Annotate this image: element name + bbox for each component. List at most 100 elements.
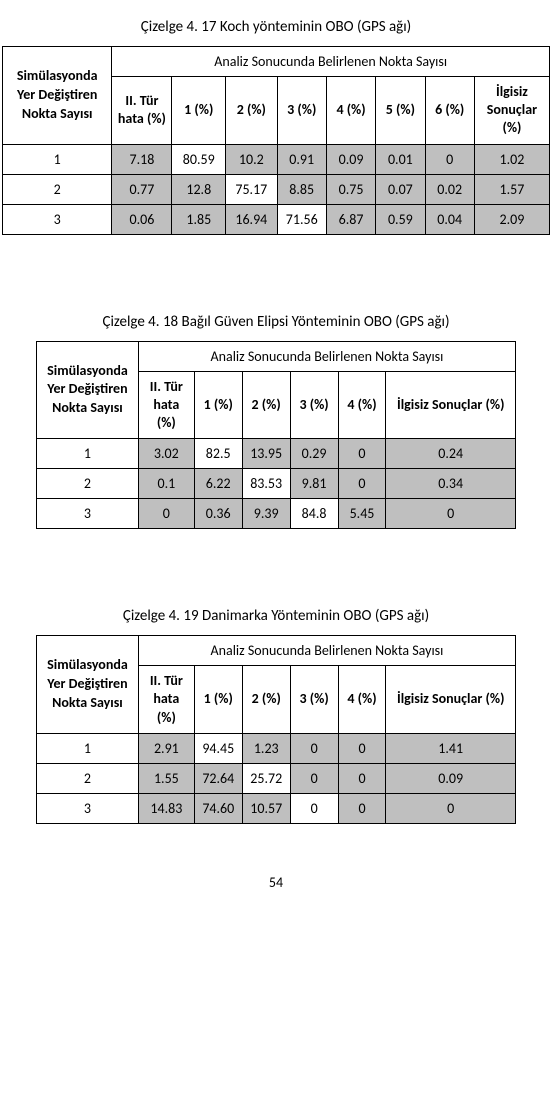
table1-r1-c6: 0.02 [425, 174, 474, 204]
table3-h-c2: 1 (%) [194, 666, 242, 734]
table2-r0-c3: 0.29 [290, 439, 338, 469]
table3-r0-c4: 0 [338, 733, 386, 763]
table2-r0-c1: 82.5 [194, 439, 242, 469]
table3-r0-label: 1 [37, 733, 139, 763]
table1-h-c3: 2 (%) [226, 77, 277, 145]
table1-left-header: Simülasyonda Yer Değiştiren Nokta Sayısı [3, 47, 112, 145]
table2-h-c4: 3 (%) [290, 371, 338, 439]
table3-h-c6: İlgisiz Sonuçlar (%) [386, 666, 516, 734]
table2-r1-c1: 6.22 [194, 469, 242, 499]
table1-r1-c1: 12.8 [172, 174, 226, 204]
table3-r2-c3: 0 [290, 793, 338, 823]
table3-r1-c2: 25.72 [242, 763, 290, 793]
table1-r2-c5: 0.59 [376, 204, 425, 234]
table1-header-row1: Simülasyonda Yer Değiştiren Nokta Sayısı… [3, 47, 550, 77]
table-row: 3 14.83 74.60 10.57 0 0 0 [37, 793, 516, 823]
table-row: 2 1.55 72.64 25.72 0 0 0.09 [37, 763, 516, 793]
table2-r2-c2: 9.39 [242, 499, 290, 529]
table2-r0-c2: 13.95 [242, 439, 290, 469]
table3-r2-c1: 74.60 [194, 793, 242, 823]
table2-h-c6: İlgisiz Sonuçlar (%) [386, 371, 516, 439]
table2-r2-c5: 0 [386, 499, 516, 529]
table1-span-header: Analiz Sonucunda Belirlenen Nokta Sayısı [112, 47, 550, 77]
table2-r1-c2: 83.53 [242, 469, 290, 499]
table2-caption: Çizelge 4. 18 Bağıl Güven Elipsi Yöntemi… [0, 313, 552, 331]
spacer [0, 235, 552, 295]
table-row: 1 2.91 94.45 1.23 0 0 1.41 [37, 733, 516, 763]
table1-r2-c1: 1.85 [172, 204, 226, 234]
table2-r1-label: 2 [37, 469, 139, 499]
table1-r0-c5: 0.01 [376, 144, 425, 174]
table-row: 2 0.77 12.8 75.17 8.85 0.75 0.07 0.02 1.… [3, 174, 550, 204]
table3-r1-c1: 72.64 [194, 763, 242, 793]
page-number: 54 [0, 874, 552, 891]
table2-r0-label: 1 [37, 439, 139, 469]
table3-r0-c1: 94.45 [194, 733, 242, 763]
table2-r2-c1: 0.36 [194, 499, 242, 529]
table1-r2-c4: 6.87 [326, 204, 375, 234]
table1-r2-c7: 2.09 [474, 204, 549, 234]
table1-r1-label: 2 [3, 174, 112, 204]
table1-r0-c1: 80.59 [172, 144, 226, 174]
table-row: 1 7.18 80.59 10.2 0.91 0.09 0.01 0 1.02 [3, 144, 550, 174]
table1-h-c4: 3 (%) [277, 77, 326, 145]
table2-h-c1: II. Tür hata (%) [138, 371, 194, 439]
table2-h-c2: 1 (%) [194, 371, 242, 439]
table1-r1-c3: 8.85 [277, 174, 326, 204]
page: Çizelge 4. 17 Koch yönteminin OBO (GPS a… [0, 18, 552, 891]
table1-r0-c3: 0.91 [277, 144, 326, 174]
table-row: 1 3.02 82.5 13.95 0.29 0 0.24 [37, 439, 516, 469]
table3-r0-c5: 1.41 [386, 733, 516, 763]
table3-r2-c0: 14.83 [138, 793, 194, 823]
table3-caption: Çizelge 4. 19 Danimarka Yönteminin OBO (… [0, 607, 552, 625]
table2-h-c3: 2 (%) [242, 371, 290, 439]
table1-caption: Çizelge 4. 17 Koch yönteminin OBO (GPS a… [0, 18, 552, 36]
table1-h-c6: 5 (%) [376, 77, 425, 145]
table2-r1-c4: 0 [338, 469, 386, 499]
table3-r1-c5: 0.09 [386, 763, 516, 793]
table2-r2-c0: 0 [138, 499, 194, 529]
table3-r0-c0: 2.91 [138, 733, 194, 763]
table2: Simülasyonda Yer Değiştiren Nokta Sayısı… [36, 341, 516, 530]
table1-h-c1: II. Tür hata (%) [112, 77, 172, 145]
table3-h-c1: II. Tür hata (%) [138, 666, 194, 734]
table3-r1-c4: 0 [338, 763, 386, 793]
spacer [0, 529, 552, 589]
table1-h-c2: 1 (%) [172, 77, 226, 145]
table1-r0-label: 1 [3, 144, 112, 174]
table2-h-c5: 4 (%) [338, 371, 386, 439]
table3-header-row1: Simülasyonda Yer Değiştiren Nokta Sayısı… [37, 636, 516, 666]
table1-r2-c3: 71.56 [277, 204, 326, 234]
table2-r0-c0: 3.02 [138, 439, 194, 469]
table1-r1-c0: 0.77 [112, 174, 172, 204]
table3-span-header: Analiz Sonucunda Belirlenen Nokta Sayısı [138, 636, 515, 666]
table1-r1-c2: 75.17 [226, 174, 277, 204]
table1-r0-c2: 10.2 [226, 144, 277, 174]
table3-r1-label: 2 [37, 763, 139, 793]
table-row: 3 0.06 1.85 16.94 71.56 6.87 0.59 0.04 2… [3, 204, 550, 234]
table3-r1-c0: 1.55 [138, 763, 194, 793]
table3-r2-c4: 0 [338, 793, 386, 823]
table2-r1-c3: 9.81 [290, 469, 338, 499]
table2-span-header: Analiz Sonucunda Belirlenen Nokta Sayısı [138, 341, 515, 371]
table3-r0-c2: 1.23 [242, 733, 290, 763]
table1-r0-c4: 0.09 [326, 144, 375, 174]
table2-left-header: Simülasyonda Yer Değiştiren Nokta Sayısı [37, 341, 139, 439]
table1-r2-c6: 0.04 [425, 204, 474, 234]
table1-h-c5: 4 (%) [326, 77, 375, 145]
table-row: 3 0 0.36 9.39 84.8 5.45 0 [37, 499, 516, 529]
table1-r1-c5: 0.07 [376, 174, 425, 204]
table2-r2-label: 3 [37, 499, 139, 529]
table1-h-c7: 6 (%) [425, 77, 474, 145]
table1-r1-c7: 1.57 [474, 174, 549, 204]
table1-r2-label: 3 [3, 204, 112, 234]
table3-r0-c3: 0 [290, 733, 338, 763]
table1-r2-c0: 0.06 [112, 204, 172, 234]
table1: Simülasyonda Yer Değiştiren Nokta Sayısı… [2, 46, 550, 235]
table3: Simülasyonda Yer Değiştiren Nokta Sayısı… [36, 635, 516, 824]
table2-r1-c0: 0.1 [138, 469, 194, 499]
table3-r2-c2: 10.57 [242, 793, 290, 823]
table3-h-c5: 4 (%) [338, 666, 386, 734]
table-row: 2 0.1 6.22 83.53 9.81 0 0.34 [37, 469, 516, 499]
table1-r0-c7: 1.02 [474, 144, 549, 174]
